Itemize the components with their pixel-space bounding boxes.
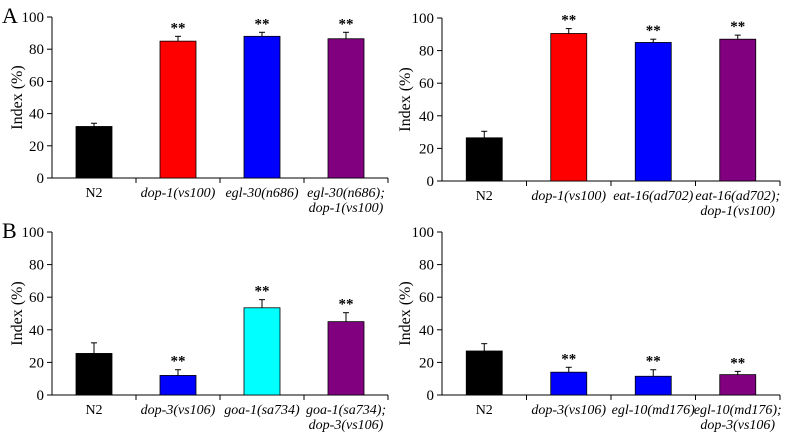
b-left-bar-2: [243, 307, 281, 396]
a-right-significance-2: **: [646, 23, 661, 39]
b-left-y-tick-label: 100: [22, 225, 45, 241]
a-right-category-label-3: dop-1(vs100): [700, 204, 775, 219]
b-right-bar-0: [465, 350, 503, 396]
a-left-significance-2: **: [255, 16, 270, 32]
b-left-y-tick-label: 80: [29, 258, 44, 274]
a-left-category-label-3: dop-1(vs100): [309, 201, 384, 216]
b-right-y-tick-label: 80: [419, 258, 434, 274]
a-left-category-label-0: N2: [85, 186, 102, 201]
b-left-significance-1: **: [171, 354, 186, 370]
a-left-y-tick-label: 20: [29, 139, 44, 155]
b-right-y-tick-label: 0: [427, 388, 435, 404]
a-right-category-label-3: eat-16(ad702);: [695, 189, 780, 204]
b-right-category-label-1: dop-3(vs106): [531, 403, 606, 418]
a-left-category-label-1: dop-1(vs100): [141, 186, 216, 201]
a-left-y-tick-label: 100: [22, 10, 45, 26]
a-right-y-tick-label: 100: [412, 11, 435, 27]
b-right-y-tick-label: 40: [419, 323, 434, 339]
a-left-category-label-3: egl-30(n686);: [307, 186, 385, 201]
a-left-significance-1: **: [171, 20, 186, 36]
a-right-bar-3: [719, 38, 757, 182]
b-left-category-label-1: dop-3(vs106): [141, 403, 216, 418]
a-left-y-tick-label: 80: [29, 42, 44, 58]
a-right-category-label-2: eat-16(ad702): [613, 189, 693, 204]
b-right-bar-3: [719, 374, 757, 396]
a-left-bar-2: [243, 35, 281, 179]
a-right-y-tick-label: 80: [419, 44, 434, 60]
b-right-bar-2: [634, 375, 672, 396]
b-left-category-label-2: goa-1(sa734): [224, 403, 300, 418]
a-left-category-label-2: egl-30(n686): [225, 186, 298, 201]
a-left-bar-1: [159, 40, 197, 179]
a-right-significance-3: **: [730, 19, 745, 35]
b-left-category-label-3: goa-1(sa734);: [306, 403, 386, 418]
b-left-bar-0: [75, 353, 113, 396]
b-left-y-tick-label: 60: [29, 290, 44, 306]
a-right-y-tick-label: 40: [419, 109, 434, 125]
b-right-y-axis-label: Index (%): [397, 281, 414, 345]
a-left-y-axis-label: Index (%): [9, 65, 26, 129]
b-right-significance-2: **: [646, 354, 661, 370]
a-right-category-label-0: N2: [476, 189, 493, 204]
b-right-category-label-3: dop-3(vs106): [700, 418, 775, 433]
b-left-category-label-3: dop-3(vs106): [309, 418, 384, 433]
b-right-y-tick-label: 100: [412, 225, 435, 241]
a-right-bar-1: [550, 33, 588, 182]
a-right-bar-0: [465, 137, 503, 182]
a-right-y-tick-label: 20: [419, 141, 434, 157]
a-left-bar-0: [75, 126, 113, 179]
a-left-y-tick-label: 40: [29, 107, 44, 123]
b-left-significance-2: **: [255, 284, 270, 300]
b-right-category-label-2: egl-10(md176): [612, 403, 696, 418]
b-left-y-axis-label: Index (%): [9, 281, 26, 345]
a-left-y-tick-label: 0: [37, 171, 45, 187]
b-left-y-tick-label: 20: [29, 355, 44, 371]
b-left-significance-3: **: [339, 297, 354, 313]
a-left-y-tick-label: 60: [29, 74, 44, 90]
a-right-bar-2: [634, 42, 672, 182]
a-right-y-tick-label: 0: [427, 174, 435, 190]
b-left-y-tick-label: 40: [29, 323, 44, 339]
b-right-category-label-0: N2: [476, 403, 493, 418]
a-right-y-tick-label: 60: [419, 76, 434, 92]
a-right-category-label-1: dop-1(vs100): [531, 189, 606, 204]
panel-label-a: A: [2, 3, 18, 28]
b-left-y-tick-label: 0: [37, 388, 45, 404]
b-left-category-label-0: N2: [85, 403, 102, 418]
a-left-significance-3: **: [339, 16, 354, 32]
panel-label-b: B: [2, 218, 17, 243]
b-right-y-tick-label: 60: [419, 290, 434, 306]
b-right-significance-1: **: [561, 351, 576, 367]
a-right-significance-1: **: [561, 13, 576, 29]
b-right-category-label-3: egl-10(md176);: [694, 403, 782, 418]
b-right-bar-1: [550, 371, 588, 396]
a-left-bar-3: [327, 38, 365, 179]
a-right-y-axis-label: Index (%): [397, 67, 414, 131]
b-right-y-tick-label: 20: [419, 355, 434, 371]
b-right-significance-3: **: [730, 355, 745, 371]
